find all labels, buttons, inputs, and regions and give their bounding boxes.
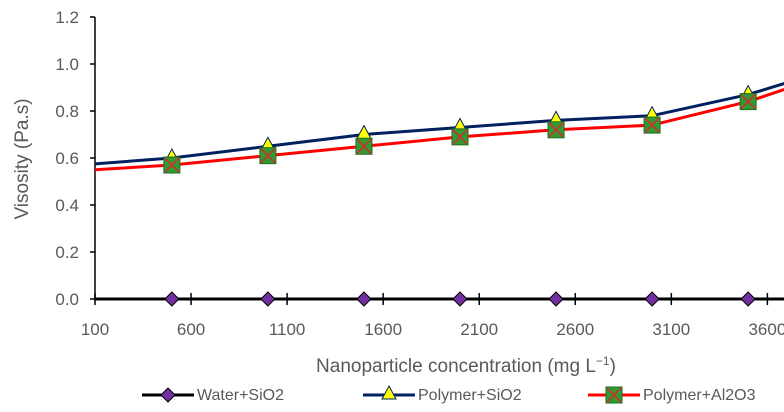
- legend-item-polymer-sio2: Polymer+SiO2: [363, 384, 522, 404]
- series-lines: [95, 82, 784, 301]
- legend: Water+SiO2 Polymer+SiO2 Polymer+Al2O3: [142, 384, 756, 404]
- data-point-water-sio2: [452, 291, 468, 307]
- x-tick-label: 2600: [556, 320, 594, 339]
- x-tick-label: 1600: [364, 320, 402, 339]
- data-point-polymer-al2o3: [355, 137, 373, 155]
- x-tick-label: 2100: [460, 320, 498, 339]
- x-tick-label: 3600: [748, 320, 784, 339]
- data-point-polymer-sio2: [356, 124, 372, 139]
- legend-item-polymer-al2o3: Polymer+Al2O3: [588, 386, 756, 404]
- data-point-polymer-al2o3: [643, 116, 661, 134]
- y-tick-label: 0.2: [55, 243, 79, 262]
- data-point-polymer-al2o3: [259, 147, 277, 165]
- y-tick-label: 1.2: [55, 8, 79, 27]
- data-point-polymer-al2o3: [163, 156, 181, 174]
- legend-label: Water+SiO2: [197, 387, 284, 404]
- x-axis-title-close: ): [610, 356, 616, 377]
- data-point-water-sio2: [356, 291, 372, 307]
- y-tick-label: 0.8: [55, 102, 79, 121]
- y-tick-label: 0.6: [55, 149, 79, 168]
- x-axis-title-superscript: −1: [596, 354, 610, 368]
- series-markers: [163, 84, 757, 307]
- y-tick-label: 1.0: [55, 55, 79, 74]
- legend-label: Polymer+Al2O3: [643, 387, 756, 404]
- data-point-water-sio2: [164, 291, 180, 307]
- legend-marker: [160, 387, 176, 403]
- legend-label: Polymer+SiO2: [418, 387, 522, 404]
- x-axis-title: Nanoparticle concentration (mg L−1): [316, 354, 616, 377]
- legend-marker: [381, 384, 397, 400]
- x-tick-label: 1100: [269, 320, 306, 339]
- y-axis: 0.0 0.2 0.4 0.6 0.8 1.0 1.2: [55, 8, 96, 309]
- data-point-polymer-al2o3: [547, 121, 565, 139]
- y-tick-label: 0.0: [55, 290, 79, 309]
- x-tick-label: 3100: [652, 320, 690, 339]
- data-point-polymer-al2o3: [739, 93, 757, 111]
- data-point-water-sio2: [644, 291, 660, 307]
- legend-marker: [605, 386, 623, 404]
- x-tick-label: 600: [177, 320, 205, 339]
- y-axis-title: Visosity (Pa.s): [12, 98, 33, 219]
- x-axis-title-main: Nanoparticle concentration (mg L: [316, 356, 596, 377]
- data-point-water-sio2: [740, 291, 756, 307]
- data-point-polymer-al2o3: [451, 128, 469, 146]
- data-point-water-sio2: [548, 291, 564, 307]
- data-point-water-sio2: [260, 291, 276, 307]
- x-tick-label: 100: [81, 320, 109, 339]
- y-tick-label: 0.4: [55, 196, 79, 215]
- legend-item-water-sio2: Water+SiO2: [142, 387, 284, 404]
